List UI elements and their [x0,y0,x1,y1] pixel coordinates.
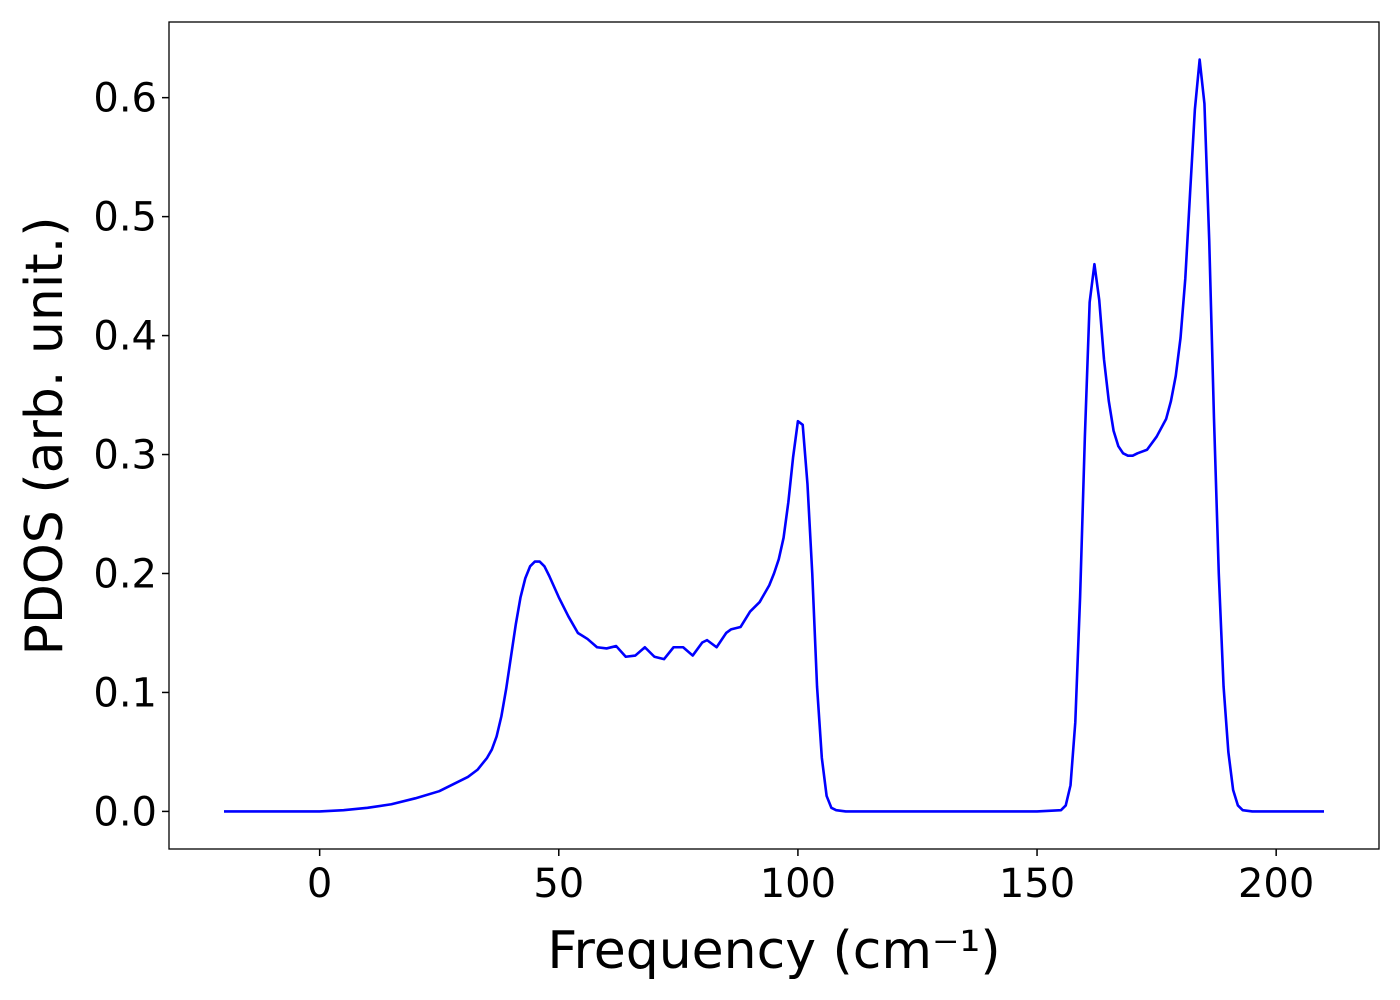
y-tick-label: 0.0 [93,789,157,835]
y-tick-label: 0.3 [93,433,157,479]
y-tick-label: 0.6 [93,76,157,122]
x-tick-label: 100 [760,861,836,907]
x-axis-label: Frequency (cm⁻¹) [547,921,1000,981]
plot-frame [168,21,1380,850]
y-tick-label: 0.1 [93,670,157,716]
data-line [224,58,1324,813]
x-tick-label: 0 [307,861,332,907]
x-tick-label: 50 [533,861,584,907]
y-axis-label: PDOS (arb. unit.) [15,216,75,655]
y-tick-label: 0.4 [93,314,157,360]
x-tick-label: 150 [999,861,1075,907]
x-tick-label: 200 [1238,861,1314,907]
y-tick-label: 0.5 [93,195,157,241]
y-tick-label: 0.2 [93,551,157,597]
